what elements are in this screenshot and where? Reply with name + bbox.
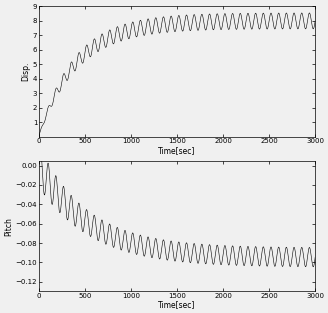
X-axis label: Time[sec]: Time[sec] <box>158 300 195 309</box>
Y-axis label: Pitch: Pitch <box>4 217 13 236</box>
X-axis label: Time[sec]: Time[sec] <box>158 146 195 155</box>
Y-axis label: Disp.: Disp. <box>21 62 30 81</box>
